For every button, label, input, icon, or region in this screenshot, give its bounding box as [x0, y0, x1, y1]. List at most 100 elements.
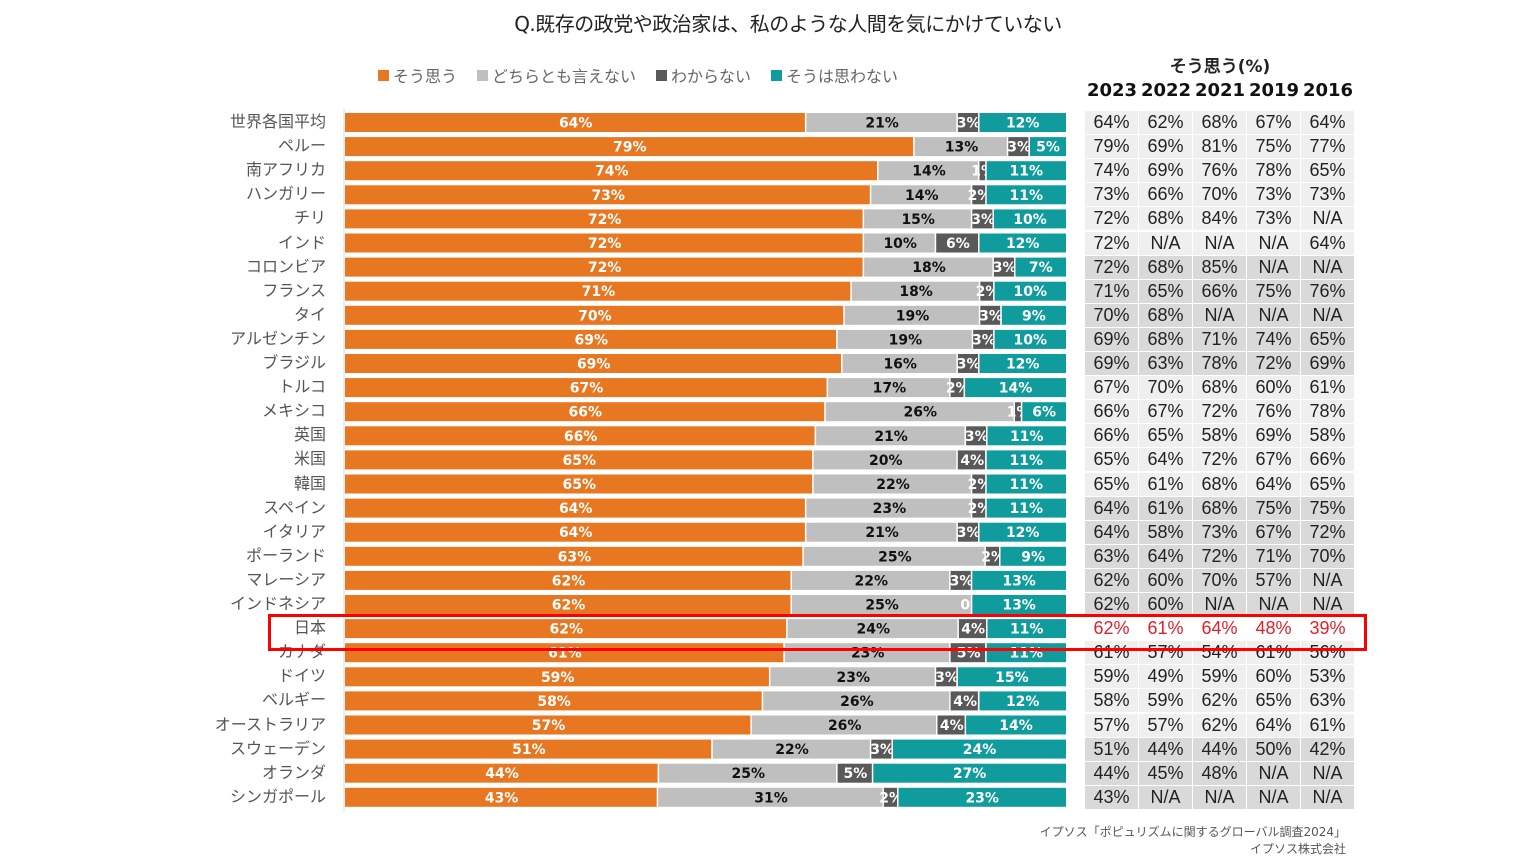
- table-cell-2023: 64%: [1085, 520, 1138, 544]
- bar-segment-neutral: [813, 450, 957, 470]
- bar-row: 61% 23% 5% 11%: [345, 643, 1066, 663]
- bar-segment-neutral: [864, 209, 971, 229]
- table-cell-2019: 67%: [1247, 520, 1300, 544]
- table-cell-2019: 60%: [1247, 665, 1300, 689]
- table-cell-2023: 72%: [1085, 231, 1138, 255]
- data-label-disagree: 10%: [1013, 212, 1047, 228]
- data-label-agree: 72%: [588, 236, 622, 252]
- data-label-disagree: 12%: [1006, 357, 1040, 373]
- bar-segment-disagree: [979, 113, 1066, 132]
- bar-segment-agree: [345, 354, 841, 373]
- table-cell-2023: 61%: [1085, 641, 1138, 665]
- data-label-dont-know: 3%: [979, 308, 1003, 324]
- data-label-dont-know: 2%: [981, 549, 1005, 565]
- bar-segment-neutral: [770, 667, 935, 687]
- table-cell-2019: 75%: [1247, 496, 1300, 520]
- category-label: 日本: [293, 618, 326, 638]
- data-label-agree: 79%: [613, 140, 647, 156]
- table-cell-2021: 72%: [1193, 448, 1246, 472]
- bar-segment-dont-know: [972, 209, 993, 229]
- bar-segment-agree: [345, 185, 870, 205]
- data-label-neutral: 23%: [837, 670, 871, 686]
- bar-row: 66% 26% 1% 6%: [345, 402, 1066, 422]
- data-label-agree: 69%: [577, 357, 611, 373]
- table-cell-2021: N/A: [1193, 785, 1246, 809]
- data-label-disagree: 14%: [999, 381, 1033, 397]
- bar-segment-agree: [345, 715, 751, 735]
- bar-segment-disagree: [972, 570, 1066, 590]
- legend-label-agree: そう思う: [393, 67, 458, 86]
- data-label-agree: 62%: [550, 622, 584, 638]
- bar-segment-disagree: [986, 185, 1066, 205]
- data-label-neutral: 14%: [912, 164, 946, 180]
- data-label-dont-know: 2%: [968, 477, 992, 493]
- data-label-neutral: 21%: [865, 116, 899, 132]
- bar-row: 72% 18% 3% 7%: [345, 257, 1066, 277]
- data-label-disagree: 11%: [1010, 646, 1044, 662]
- category-label: 世界各国平均: [229, 112, 326, 131]
- bar-segment-agree: [345, 450, 813, 470]
- bar-segment-disagree: [979, 691, 1066, 711]
- data-label-disagree: 11%: [1010, 429, 1044, 445]
- bar-segment-neutral: [871, 185, 971, 205]
- bar-segment-disagree: [979, 354, 1066, 373]
- legend-item-neutral: どちらとも言えない: [477, 63, 636, 87]
- table-cell-2016: N/A: [1301, 255, 1354, 279]
- data-label-disagree: 27%: [953, 766, 987, 782]
- category-label: インドネシア: [229, 594, 326, 613]
- table-cell-2021: 62%: [1193, 713, 1246, 737]
- data-label-neutral: 13%: [945, 140, 979, 156]
- bar-segment-dont-know: [883, 787, 897, 807]
- bar-segment-neutral: [842, 354, 957, 373]
- table-cell-2023: 65%: [1085, 472, 1138, 496]
- bar-segment-disagree: [873, 763, 1066, 783]
- data-label-disagree: 6%: [1032, 405, 1056, 421]
- bar-segment-agree: [345, 329, 837, 349]
- bar-segment-agree: [345, 739, 712, 759]
- bar-row: 67% 17% 2% 14%: [345, 378, 1066, 398]
- table-cell-2016: 39%: [1301, 617, 1354, 641]
- table-cell-2021: 72%: [1193, 400, 1246, 424]
- table-cell-2019: 75%: [1247, 135, 1300, 159]
- table-cell-2016: N/A: [1301, 593, 1354, 616]
- table-cell-2016: 56%: [1301, 641, 1354, 665]
- table-cell-2022: 45%: [1139, 761, 1192, 785]
- data-label-disagree: 11%: [1010, 188, 1044, 204]
- data-label-dont-know: 4%: [960, 453, 984, 469]
- data-label-neutral: 23%: [873, 501, 907, 517]
- bar-segment-neutral: [787, 619, 958, 639]
- data-label-neutral: 22%: [775, 742, 809, 758]
- bar-segment-agree: [345, 113, 805, 132]
- bar-segment-dont-know: [985, 546, 999, 566]
- data-label-agree: 71%: [582, 284, 616, 300]
- category-label: イタリア: [262, 521, 326, 541]
- category-label: スペイン: [263, 497, 326, 517]
- data-label-disagree: 12%: [1006, 525, 1040, 541]
- table-cell-2019: 71%: [1247, 544, 1300, 568]
- bar-row: 70% 19% 3% 9%: [345, 305, 1066, 325]
- bar-row: 57% 26% 4% 14%: [345, 715, 1066, 735]
- bar-segment-disagree: [986, 498, 1066, 518]
- bar-segment-neutral: [851, 281, 979, 301]
- table-cell-2016: 78%: [1301, 400, 1354, 424]
- table-cell-2016: 69%: [1301, 352, 1354, 375]
- bar-segment-disagree: [893, 739, 1066, 759]
- data-label-dont-know: 2%: [879, 790, 903, 806]
- bar-segment-dont-know: [973, 329, 994, 349]
- category-label: ペルー: [277, 136, 326, 156]
- table-cell-2023: 79%: [1085, 135, 1138, 159]
- table-cell-2019: 78%: [1247, 159, 1300, 183]
- bar-segment-neutral: [844, 305, 979, 325]
- data-label-dont-know: 3%: [971, 212, 995, 228]
- bar-row: 64% 23% 2% 11%: [345, 498, 1066, 518]
- data-label-neutral: 21%: [865, 525, 899, 541]
- category-label: ドイツ: [277, 666, 326, 686]
- bar-segment-disagree: [966, 715, 1066, 735]
- category-label: ハンガリー: [245, 184, 326, 204]
- data-label-neutral: 24%: [857, 622, 891, 638]
- bar-segment-agree: [345, 257, 863, 277]
- table-cell-2021: 64%: [1193, 617, 1246, 641]
- bar-segment-neutral: [837, 329, 972, 349]
- table-cell-2019: 76%: [1247, 400, 1300, 424]
- table-cell-2016: 63%: [1301, 689, 1354, 713]
